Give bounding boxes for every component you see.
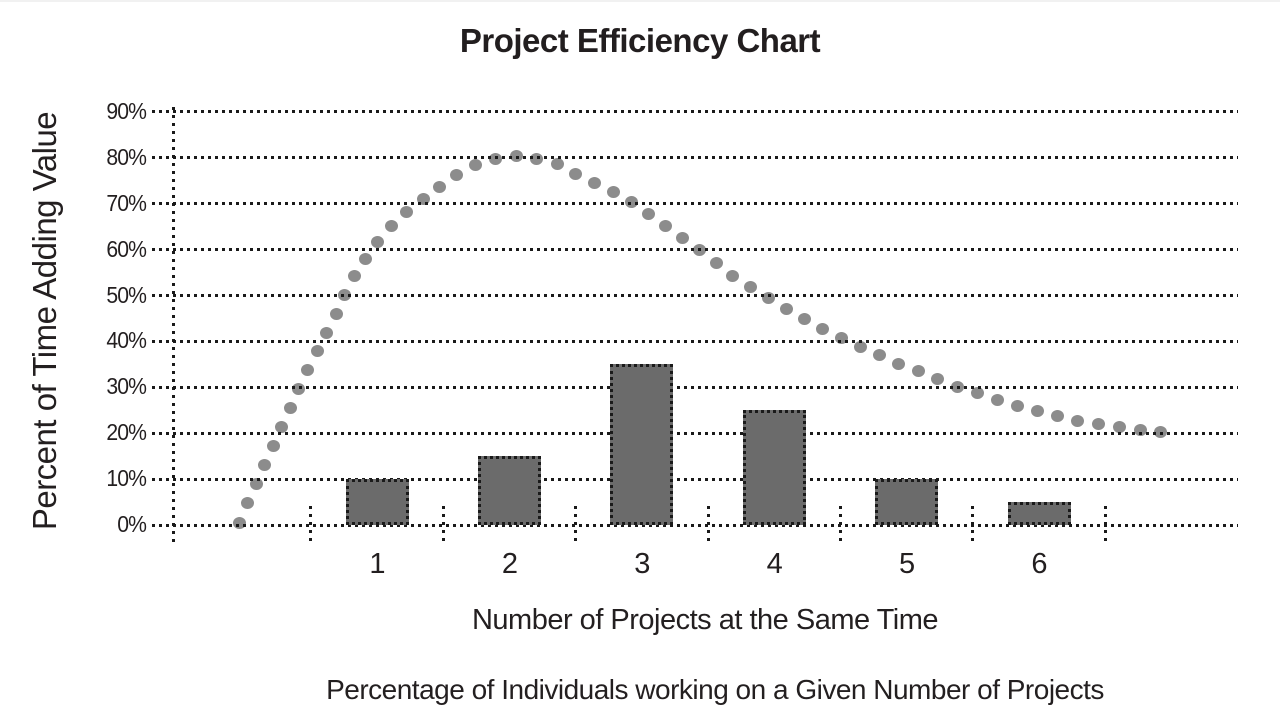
- x-tick-label: 6: [1031, 548, 1047, 580]
- efficiency-curve-dot: [931, 373, 945, 386]
- efficiency-curve-dot: [468, 158, 482, 171]
- efficiency-curve-dot: [266, 440, 280, 453]
- efficiency-curve-dot: [283, 401, 297, 414]
- efficiency-curve-dot: [744, 280, 758, 293]
- x-minor-tick: [1103, 506, 1107, 544]
- efficiency-curve-dot: [726, 269, 740, 282]
- gridline-60%: [152, 248, 1238, 252]
- gridline-80%: [152, 156, 1238, 160]
- efficiency-curve-dot: [450, 168, 464, 181]
- efficiency-curve-dot: [310, 345, 324, 358]
- chart-caption: Percentage of Individuals working on a G…: [326, 674, 1104, 705]
- efficiency-curve-dot: [569, 167, 583, 180]
- efficiency-curve-dot: [1030, 405, 1044, 418]
- bar-category-2: [477, 456, 541, 525]
- efficiency-curve-dot: [1071, 414, 1085, 427]
- y-tick-label: 30%: [106, 373, 147, 400]
- y-tick-label: 80%: [106, 143, 147, 170]
- efficiency-curve-dot: [416, 193, 430, 206]
- efficiency-curve-dot: [642, 207, 656, 220]
- efficiency-curve-dot: [892, 357, 906, 370]
- efficiency-curve-dot: [358, 252, 372, 265]
- bar-category-6: [1007, 502, 1071, 525]
- bar-category-1: [345, 479, 409, 525]
- y-tick-label: 70%: [106, 189, 147, 216]
- x-tick-label: 1: [369, 548, 385, 580]
- efficiency-curve-dot: [659, 219, 673, 232]
- y-tick-label: 0%: [117, 511, 147, 537]
- x-minor-tick: [838, 506, 842, 544]
- x-axis-title: Number of Projects at the Same Time: [471, 604, 939, 636]
- gridline-20%: [152, 431, 1238, 435]
- efficiency-curve-dot: [384, 220, 398, 233]
- gridline-40%: [152, 339, 1238, 343]
- efficiency-curve-dot: [587, 177, 601, 190]
- efficiency-curve-dot: [816, 322, 830, 335]
- efficiency-curve-dot: [1092, 417, 1106, 430]
- efficiency-curve-dot: [970, 387, 984, 400]
- y-tick-label: 60%: [106, 235, 147, 262]
- gridline-0%: [152, 523, 1238, 527]
- efficiency-curve-dot: [709, 257, 723, 270]
- bar-category-3: [610, 364, 674, 525]
- efficiency-curve-dot: [301, 364, 315, 377]
- efficiency-curve-dot: [606, 185, 620, 198]
- x-minor-tick: [574, 506, 578, 544]
- efficiency-curve-dot: [873, 349, 887, 362]
- efficiency-curve-dot: [797, 313, 811, 326]
- efficiency-curve-dot: [400, 205, 414, 218]
- x-minor-tick: [971, 506, 975, 544]
- efficiency-curve-dot: [854, 340, 868, 353]
- gridline-10%: [152, 477, 1238, 481]
- efficiency-curve-dot: [249, 478, 263, 491]
- gridline-50%: [152, 294, 1238, 298]
- y-tick-label: 50%: [106, 281, 147, 308]
- y-tick-label: 40%: [106, 327, 147, 354]
- bar-category-4: [742, 410, 806, 525]
- gridline-70%: [152, 202, 1238, 206]
- gridline-30%: [152, 385, 1238, 389]
- gridline-90%: [152, 110, 1238, 114]
- y-tick-label: 20%: [106, 419, 147, 446]
- efficiency-curve-dot: [275, 421, 289, 434]
- efficiency-curve-dot: [329, 308, 343, 321]
- x-minor-tick: [441, 506, 445, 544]
- efficiency-curve-dot: [1051, 409, 1065, 422]
- x-tick-label: 4: [766, 548, 783, 580]
- efficiency-curve-dot: [347, 270, 361, 283]
- efficiency-curve-dot: [550, 158, 564, 171]
- x-minor-tick: [706, 506, 710, 544]
- efficiency-curve-dot: [258, 459, 272, 472]
- x-minor-tick: [309, 506, 313, 544]
- efficiency-curve-dot: [240, 497, 254, 510]
- x-tick-label: 2: [501, 548, 518, 580]
- x-tick-label: 5: [899, 548, 915, 580]
- bar-category-5: [875, 479, 939, 525]
- efficiency-curve-dot: [779, 302, 793, 315]
- y-tick-label: 10%: [106, 465, 147, 492]
- efficiency-curve-dot: [911, 365, 925, 378]
- efficiency-curve-dot: [433, 180, 447, 193]
- efficiency-curve-dot: [990, 393, 1004, 406]
- efficiency-curve-dot: [370, 235, 384, 248]
- y-axis-line: [172, 107, 175, 544]
- efficiency-curve-dot: [320, 326, 334, 339]
- chart-title: Project Efficiency Chart: [459, 22, 821, 59]
- efficiency-curve-dot: [1112, 420, 1126, 433]
- x-tick-label: 3: [634, 548, 650, 580]
- y-tick-label: 90%: [106, 97, 147, 124]
- efficiency-curve-dot: [1010, 399, 1024, 412]
- efficiency-curve-dot: [676, 231, 690, 244]
